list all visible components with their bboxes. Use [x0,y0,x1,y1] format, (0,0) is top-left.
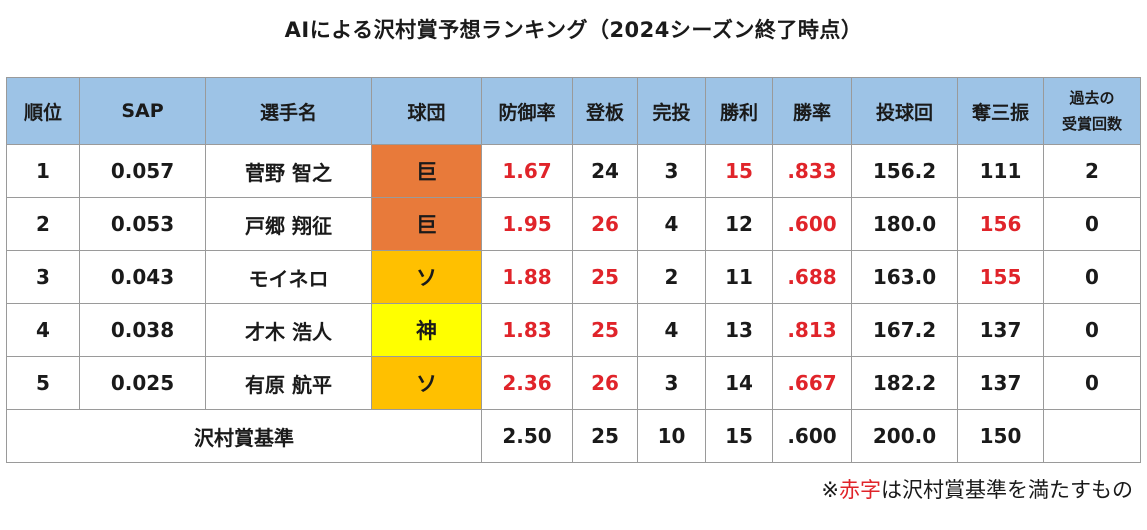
cell-past-awards: 0 [1043,197,1141,251]
table-row: 4 0.038 才木 浩人神 1.83 25 4 13.813 167.2 137 0 [6,303,1141,357]
cell-strikeouts: 137 [957,356,1044,410]
cell-name: 戸郷 翔征 [205,197,372,251]
criteria-strikeouts: 150 [957,409,1044,463]
header-name: 選手名 [205,77,372,145]
cell-team: 巨 [371,144,482,198]
cell-era: 1.88 [481,250,573,304]
cell-games: 26 [572,356,638,410]
cell-team: ソ [371,250,482,304]
header-innings: 投球回 [851,77,958,145]
header-strikeouts: 奪三振 [957,77,1044,145]
cell-complete-games: 4 [637,197,706,251]
cell-win-pct: .600 [772,197,852,251]
cell-complete-games: 3 [637,356,706,410]
footnote-red-word: 赤字 [839,478,881,502]
ranking-table: 順位 SAP 選手名 球団 防御率 登板 完投 勝利 勝率 投球回 奪三振 過去… [6,77,1141,463]
header-rank: 順位 [6,77,80,145]
criteria-era: 2.50 [481,409,573,463]
cell-sap: 0.053 [79,197,206,251]
cell-sap: 0.038 [79,303,206,357]
header-era: 防御率 [481,77,573,145]
cell-rank: 1 [6,144,80,198]
cell-wins: 14 [705,356,773,410]
cell-games: 26 [572,197,638,251]
cell-games: 25 [572,250,638,304]
cell-innings: 156.2 [851,144,958,198]
cell-name: 才木 浩人 [205,303,372,357]
cell-innings: 167.2 [851,303,958,357]
cell-win-pct: .688 [772,250,852,304]
table-row: 1 0.057 菅野 智之巨 1.67 24 3 15.833 156.2 111 2 [6,144,1141,198]
criteria-row: 沢村賞基準 2.50 25 10 15 .600 200.0 150 [6,409,1141,463]
cell-strikeouts: 156 [957,197,1044,251]
cell-sap: 0.025 [79,356,206,410]
cell-era: 1.95 [481,197,573,251]
cell-strikeouts: 111 [957,144,1044,198]
criteria-label: 沢村賞基準 [6,409,482,463]
header-win-pct: 勝率 [772,77,852,145]
cell-team: 巨 [371,197,482,251]
cell-complete-games: 4 [637,303,706,357]
cell-era: 1.67 [481,144,573,198]
table-row: 3 0.043 モイネロソ 1.88 25 2 11.688 163.0 155 0 [6,250,1141,304]
cell-past-awards: 0 [1043,250,1141,304]
header-past-awards: 過去の 受賞回数 [1043,77,1141,145]
cell-games: 25 [572,303,638,357]
cell-rank: 2 [6,197,80,251]
header-sap: SAP [79,77,206,145]
cell-team: 神 [371,303,482,357]
cell-name: 菅野 智之 [205,144,372,198]
cell-wins: 12 [705,197,773,251]
header-wins: 勝利 [705,77,773,145]
cell-past-awards: 0 [1043,356,1141,410]
cell-name: モイネロ [205,250,372,304]
cell-sap: 0.057 [79,144,206,198]
page-title: AIによる沢村賞予想ランキング（2024シーズン終了時点） [284,18,863,42]
header-games: 登板 [572,77,638,145]
criteria-win-pct: .600 [772,409,852,463]
cell-wins: 13 [705,303,773,357]
header-team: 球団 [371,77,482,145]
cell-team: ソ [371,356,482,410]
cell-win-pct: .813 [772,303,852,357]
footnote-text: は沢村賞基準を満たすもの [881,478,1133,502]
cell-strikeouts: 137 [957,303,1044,357]
criteria-complete-games: 10 [637,409,706,463]
criteria-innings: 200.0 [851,409,958,463]
criteria-wins: 15 [705,409,773,463]
cell-innings: 182.2 [851,356,958,410]
criteria-past-awards [1043,409,1141,463]
cell-wins: 11 [705,250,773,304]
cell-complete-games: 3 [637,144,706,198]
table-row: 5 0.025 有原 航平ソ 2.36 26 3 14.667 182.2 137 0 [6,356,1141,410]
cell-era: 1.83 [481,303,573,357]
cell-strikeouts: 155 [957,250,1044,304]
cell-sap: 0.043 [79,250,206,304]
cell-name: 有原 航平 [205,356,372,410]
cell-complete-games: 2 [637,250,706,304]
header-complete-games: 完投 [637,77,706,145]
cell-innings: 163.0 [851,250,958,304]
footnote-prefix: ※ [821,478,839,502]
header-row: 順位 SAP 選手名 球団 防御率 登板 完投 勝利 勝率 投球回 奪三振 過去… [6,77,1141,145]
cell-games: 24 [572,144,638,198]
cell-win-pct: .833 [772,144,852,198]
cell-era: 2.36 [481,356,573,410]
cell-rank: 4 [6,303,80,357]
cell-rank: 3 [6,250,80,304]
table-row: 2 0.053 戸郷 翔征巨 1.95 26 4 12.600 180.0 156 0 [6,197,1141,251]
cell-past-awards: 0 [1043,303,1141,357]
cell-innings: 180.0 [851,197,958,251]
cell-rank: 5 [6,356,80,410]
footnote: ※赤字は沢村賞基準を満たすもの [821,474,1133,504]
cell-past-awards: 2 [1043,144,1141,198]
cell-wins: 15 [705,144,773,198]
criteria-games: 25 [572,409,638,463]
cell-win-pct: .667 [772,356,852,410]
